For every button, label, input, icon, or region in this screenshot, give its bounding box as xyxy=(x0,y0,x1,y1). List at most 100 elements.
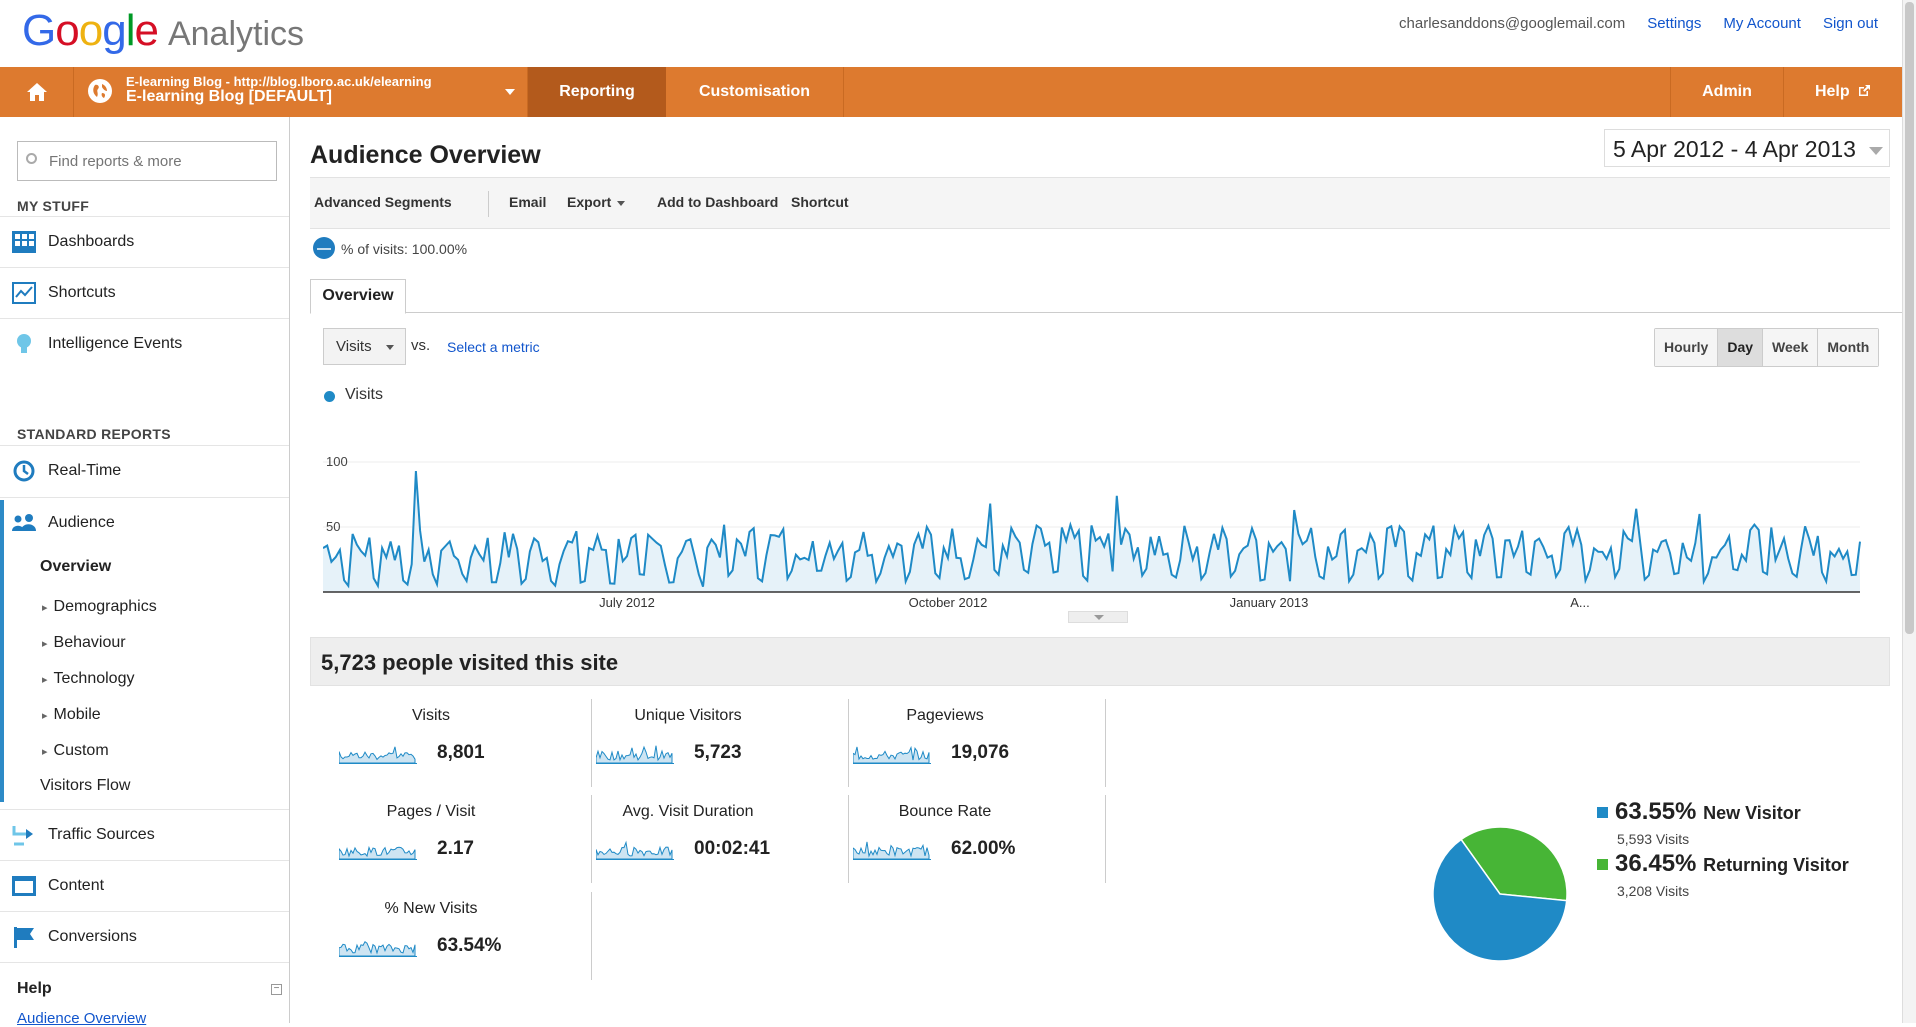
metric-divider xyxy=(848,795,849,883)
select-metric-link[interactable]: Select a metric xyxy=(447,339,540,355)
month-button[interactable]: Month xyxy=(1818,329,1879,366)
help-label: Help xyxy=(1814,83,1850,100)
tab-reporting[interactable]: Reporting xyxy=(528,67,666,117)
chevron-down-icon xyxy=(1869,147,1883,155)
y-tick-label: 50 xyxy=(326,519,340,534)
sidebar-subitem-technology[interactable]: Technology xyxy=(42,670,135,688)
metric-sparkline xyxy=(853,745,931,764)
sidebar-item-conversions[interactable]: Conversions xyxy=(0,911,289,962)
metric-divider xyxy=(591,795,592,883)
metric-selector[interactable]: Visits xyxy=(323,328,406,365)
google-analytics-logo[interactable]: Google Analytics xyxy=(22,6,304,56)
chart-expand-handle[interactable] xyxy=(1068,611,1128,623)
legend-visitor-type: New Visitor xyxy=(1703,803,1801,823)
metric-sparkline xyxy=(339,845,417,860)
tab-admin[interactable]: Admin xyxy=(1670,67,1784,117)
tab-customisation[interactable]: Customisation xyxy=(666,67,844,117)
email-button[interactable]: Email xyxy=(509,194,547,210)
metric-divider xyxy=(848,699,849,787)
main-content: Audience Overview 5 Apr 2012 - 4 Apr 201… xyxy=(290,117,1902,1023)
visitor-type-pie-chart xyxy=(1432,826,1568,962)
legend-visit-count: 3,208 Visits xyxy=(1617,883,1690,899)
metric-label: Unique Visitors xyxy=(634,707,742,724)
external-link-icon xyxy=(1859,85,1871,96)
sidebar-item-dashboards[interactable]: Dashboards xyxy=(0,216,289,267)
page-scrollbar[interactable] xyxy=(1902,0,1916,1023)
add-to-dashboard-button[interactable]: Add to Dashboard xyxy=(657,194,779,210)
account-selector[interactable]: E-learning Blog - http://blog.lboro.ac.u… xyxy=(74,67,528,117)
help-link[interactable]: Audience Overview xyxy=(17,1010,147,1027)
date-range-picker[interactable]: 5 Apr 2012 - 4 Apr 2013 xyxy=(1604,129,1890,167)
metric-value: 8,801 xyxy=(437,742,485,763)
sidebar-subitem-behaviour[interactable]: Behaviour xyxy=(42,634,126,652)
account-profile-name: E-learning Blog [DEFAULT] xyxy=(126,88,332,105)
legend-swatch xyxy=(1597,859,1608,870)
metric-value: 19,076 xyxy=(951,742,1010,763)
sidebar-divider xyxy=(0,962,289,963)
sidebar-item-label: Intelligence Events xyxy=(48,335,183,352)
day-button[interactable]: Day xyxy=(1718,329,1764,366)
metric-value: 62.00% xyxy=(951,838,1016,859)
summary-heading: 5,723 people visited this site xyxy=(310,637,1890,686)
export-button[interactable]: Export xyxy=(567,194,626,210)
tab-help[interactable]: Help xyxy=(1784,67,1902,117)
metric-cell: Avg. Visit Duration 00:02:41 xyxy=(542,795,856,891)
metric-cell: % New Visits 63.54% xyxy=(285,892,599,988)
lightbulb-icon xyxy=(17,334,31,353)
sidebar-item-traffic-sources[interactable]: Traffic Sources xyxy=(0,809,289,860)
chevron-down-icon xyxy=(617,200,626,206)
search-input[interactable] xyxy=(17,141,277,181)
sidebar-item-label: Shortcuts xyxy=(48,284,116,301)
realtime-clock-icon xyxy=(13,460,35,482)
metric-label: Bounce Rate xyxy=(898,803,992,820)
sidebar-subitem-mobile[interactable]: Mobile xyxy=(42,706,101,724)
hourly-button[interactable]: Hourly xyxy=(1655,329,1719,366)
dashboard-grid-icon xyxy=(12,231,36,253)
metric-cell: Pages / Visit 2.17 xyxy=(285,795,599,891)
metric-divider xyxy=(1105,699,1106,787)
scroll-thumb[interactable] xyxy=(1905,2,1914,634)
home-button[interactable] xyxy=(0,67,74,117)
top-bar: Google Analytics charlesanddons@googlemai… xyxy=(0,0,1916,67)
x-tick-label: A... xyxy=(1570,595,1590,608)
collapse-icon[interactable]: − xyxy=(271,984,282,995)
legend-percent: 36.45% Returning Visitor xyxy=(1615,850,1849,878)
sidebar-subitem-overview[interactable]: Overview xyxy=(40,558,112,575)
sidebar-subitem-demographics[interactable]: Demographics xyxy=(42,598,157,616)
metric-divider xyxy=(591,699,592,787)
sidebar-item-realtime[interactable]: Real-Time xyxy=(0,445,289,496)
pie-slice-returning-visitor[interactable] xyxy=(1460,826,1568,902)
sidebar-subitem-visitors-flow[interactable]: Visitors Flow xyxy=(40,777,131,794)
metric-label: Visits xyxy=(412,707,450,724)
metric-value: 2.17 xyxy=(437,838,474,859)
y-tick-label: 100 xyxy=(326,454,348,469)
sidebar-item-intelligence-events[interactable]: Intelligence Events xyxy=(0,318,289,369)
advanced-segments-button[interactable]: Advanced Segments xyxy=(314,194,452,210)
sidebar-item-content[interactable]: Content xyxy=(0,860,289,911)
metric-label: Pageviews xyxy=(906,707,984,724)
tab-overview[interactable]: Overview xyxy=(310,279,406,314)
account-links: charlesanddons@googlemail.com Settings M… xyxy=(1399,15,1878,32)
sidebar-item-audience[interactable]: Audience xyxy=(0,497,289,548)
visits-line-chart[interactable]: 100 50 July 2012 October 2012 January 2013 A.… xyxy=(323,408,1878,608)
metric-divider xyxy=(591,892,592,980)
pie-slice-new-visitor[interactable] xyxy=(1432,838,1568,962)
sign-out-link[interactable]: Sign out xyxy=(1822,15,1878,32)
metric-cell: Bounce Rate 62.00% xyxy=(799,795,1113,891)
metric-label: Pages / Visit xyxy=(386,803,476,820)
shortcut-button[interactable]: Shortcut xyxy=(791,194,849,210)
audience-active-indicator xyxy=(0,500,4,802)
sidebar-item-label: Dashboards xyxy=(48,233,135,250)
my-stuff-heading: MY STUFF xyxy=(17,198,90,214)
legend-marker xyxy=(324,391,335,402)
my-account-link[interactable]: My Account xyxy=(1723,15,1801,32)
settings-link[interactable]: Settings xyxy=(1647,15,1702,32)
account-property-name: E-learning Blog - http://blog.lboro.ac.u… xyxy=(126,74,432,89)
sidebar-item-shortcuts[interactable]: Shortcuts xyxy=(0,267,289,318)
metric-sparkline xyxy=(596,745,674,764)
chevron-down-icon xyxy=(505,89,515,95)
week-button[interactable]: Week xyxy=(1763,329,1819,366)
metric-sparkline xyxy=(853,841,931,860)
legend-visit-count: 5,593 Visits xyxy=(1617,831,1690,847)
sidebar-subitem-custom[interactable]: Custom xyxy=(42,742,109,760)
